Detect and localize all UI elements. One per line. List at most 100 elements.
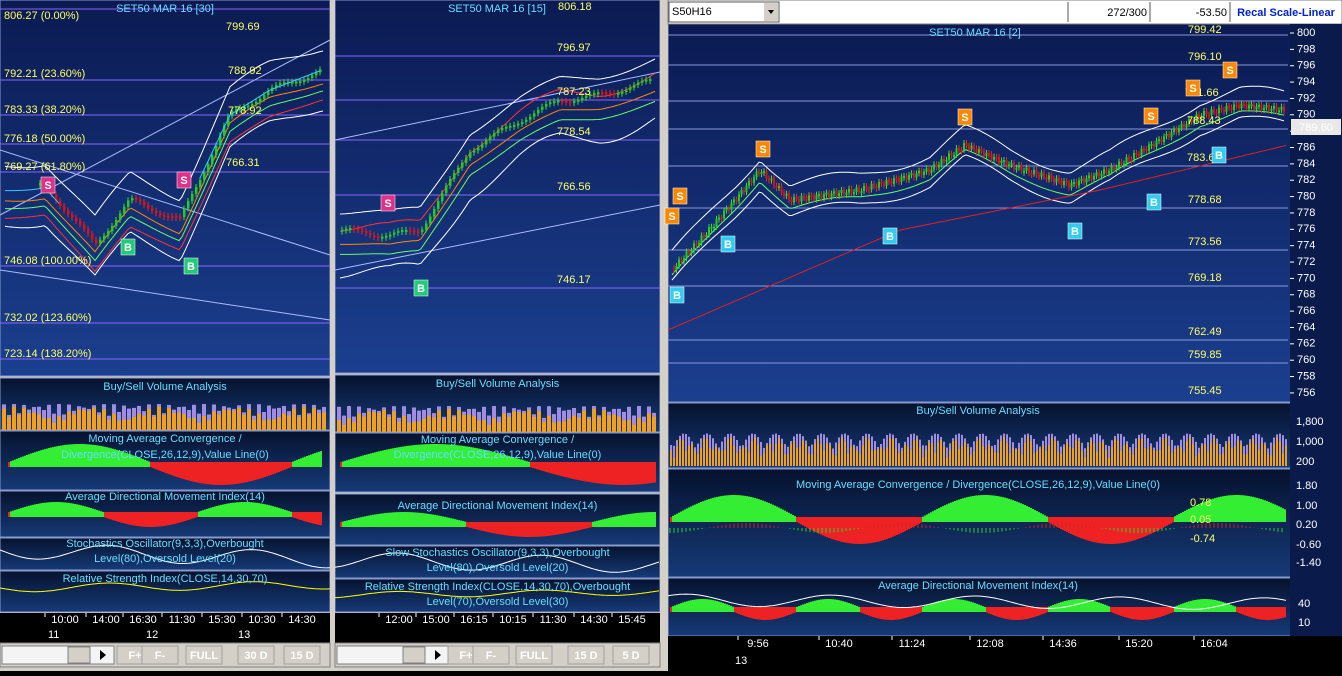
macd-ribbon (184, 462, 186, 480)
candle (968, 145, 970, 150)
candle (55, 194, 58, 201)
volume-bar (52, 423, 56, 430)
volume-bar (736, 440, 738, 466)
adx-ribbon (874, 607, 876, 618)
indicator-pane (334, 545, 661, 579)
scrollbar[interactable] (336, 645, 450, 665)
adx-ribbon (856, 606, 858, 612)
macd-ribbon (288, 462, 290, 469)
toolbar-button[interactable] (141, 645, 179, 665)
toolbar-button[interactable] (237, 645, 275, 665)
volume-bar (811, 454, 813, 466)
adx-ribbon (902, 607, 904, 619)
volume-bar (1060, 454, 1062, 466)
macd-ribbon (938, 508, 940, 522)
macd-ribbon (390, 448, 392, 467)
volume-bar (382, 410, 386, 432)
candle (695, 243, 698, 246)
toolbar-button[interactable] (567, 645, 605, 665)
macd-ribbon (950, 502, 952, 522)
adx-ribbon (1020, 607, 1022, 620)
adx-ribbon (760, 607, 762, 620)
macd-ribbon (220, 462, 222, 485)
macd-ribbon (290, 462, 292, 468)
candle (715, 218, 718, 227)
toolbar-button[interactable] (472, 645, 510, 665)
macd-ribbon (690, 506, 692, 522)
candle (1145, 149, 1148, 152)
adx-ribbon (670, 607, 672, 612)
candle (700, 235, 703, 244)
toolbar-button[interactable] (185, 645, 223, 665)
recal-button[interactable]: Recal Scale-Linear (1237, 7, 1336, 19)
candle (1185, 123, 1188, 128)
adx-ribbon (440, 516, 442, 527)
adx-ribbon (1256, 607, 1258, 619)
macd-ribbon (1144, 517, 1146, 537)
adx-ribbon (1242, 607, 1244, 615)
scroll-thumb[interactable] (67, 646, 91, 664)
candle (369, 233, 372, 236)
macd-ribbon (410, 445, 412, 467)
candle (793, 196, 795, 203)
macd-ribbon (1262, 499, 1264, 522)
macd-ribbon (1256, 497, 1258, 522)
macd-ribbon (1016, 501, 1018, 522)
indicator-title: Moving Average Convergence / Divergence(… (796, 479, 1160, 491)
volume-bar (77, 409, 81, 430)
macd-ribbon (972, 496, 974, 522)
macd-ribbon (1094, 517, 1096, 543)
candle (131, 197, 134, 201)
adx-ribbon (310, 512, 312, 523)
scroll-thumb[interactable] (402, 646, 426, 664)
volume-bar (102, 409, 106, 430)
volume-bar (832, 453, 834, 466)
macd-ribbon (262, 462, 264, 478)
macd-ribbon (208, 462, 210, 485)
macd-ribbon (494, 452, 496, 467)
macd-ribbon (540, 462, 542, 471)
toolbar-button[interactable] (283, 645, 321, 665)
adx-ribbon (890, 607, 892, 620)
macd-ribbon (1128, 517, 1130, 542)
y-tick-label: 796 (1297, 60, 1315, 72)
y-tick-label: 776 (1297, 223, 1315, 235)
volume-bar (748, 452, 750, 466)
adx-ribbon (516, 522, 518, 537)
scrollbar[interactable] (1, 645, 115, 665)
candle (649, 79, 652, 82)
volume-bar (1129, 450, 1131, 466)
candle (730, 202, 733, 210)
adx-ribbon (904, 607, 906, 619)
symbol-box[interactable] (668, 1, 780, 23)
adx-ribbon (442, 516, 444, 527)
volume-bar (922, 445, 924, 466)
macd-ribbon (526, 461, 528, 467)
toolbar-button[interactable] (515, 645, 553, 665)
macd-ribbon (558, 462, 560, 476)
adx-ribbon (958, 599, 960, 612)
signal-marker (755, 140, 771, 158)
candle (808, 195, 810, 201)
macd-ribbon (944, 505, 946, 522)
toolbar-button[interactable] (612, 645, 650, 665)
candle (1160, 139, 1163, 143)
macd-ribbon (172, 462, 174, 476)
adx-ribbon (522, 522, 524, 537)
adx-ribbon (1036, 607, 1038, 617)
volume-bar (417, 421, 421, 432)
volume-bar (733, 445, 735, 466)
volume-bar (127, 419, 131, 430)
adx-ribbon (960, 599, 962, 612)
macd-ribbon (530, 462, 532, 468)
adx-ribbon (1010, 607, 1012, 620)
macd-ribbon (152, 462, 154, 469)
volume-bar (642, 422, 646, 432)
volume-bar (562, 421, 566, 432)
adx-ribbon (846, 602, 848, 612)
adx-ribbon (1202, 599, 1204, 612)
y-tick-label: 784 (1297, 158, 1315, 170)
candle (267, 91, 270, 96)
volume-bar (1204, 443, 1206, 466)
signal-label: B (417, 283, 425, 295)
